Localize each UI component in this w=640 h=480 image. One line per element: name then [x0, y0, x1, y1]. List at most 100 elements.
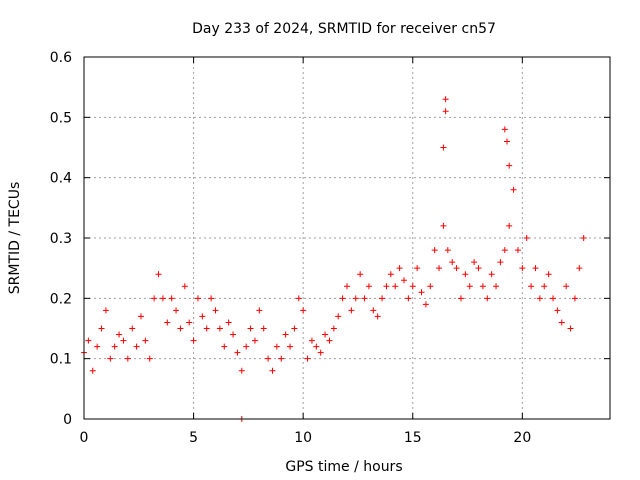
data-point	[357, 271, 364, 278]
data-point	[269, 367, 276, 374]
data-point	[466, 283, 473, 290]
data-point	[436, 265, 443, 272]
data-point	[497, 259, 504, 266]
data-point	[523, 235, 530, 241]
data-point	[536, 295, 543, 302]
data-point	[484, 295, 491, 302]
data-point	[243, 343, 250, 350]
data-point	[361, 295, 368, 302]
data-point	[260, 325, 267, 332]
data-point	[146, 355, 153, 362]
data-point	[256, 307, 263, 314]
data-point	[365, 283, 372, 290]
data-point	[580, 235, 587, 241]
x-tick-label: 10	[294, 430, 312, 446]
data-point	[400, 277, 407, 284]
data-point	[488, 271, 495, 278]
data-point	[326, 337, 333, 344]
y-tick-label: 0.1	[50, 352, 72, 368]
data-point	[317, 349, 324, 356]
data-point	[493, 283, 500, 290]
y-tick-label: 0	[63, 412, 72, 428]
data-point	[471, 259, 478, 266]
data-point	[295, 295, 302, 302]
data-point	[383, 283, 390, 290]
data-point	[422, 301, 429, 308]
data-point	[554, 307, 561, 314]
data-point	[558, 319, 565, 326]
data-point	[203, 325, 210, 332]
data-point	[501, 126, 508, 133]
data-point	[374, 313, 381, 320]
data-point	[186, 319, 193, 326]
data-point	[370, 307, 377, 314]
plot-frame	[83, 56, 611, 420]
data-point	[449, 259, 456, 266]
data-point	[442, 96, 449, 103]
data-point	[129, 325, 136, 332]
data-point	[339, 295, 346, 302]
x-tick-label: 5	[189, 430, 198, 446]
data-point	[168, 295, 175, 302]
data-point	[462, 271, 469, 278]
data-point	[567, 325, 574, 332]
y-tick-label: 0.4	[50, 171, 72, 187]
y-tick-label: 0.3	[50, 231, 72, 247]
data-point	[344, 283, 350, 290]
data-point	[418, 289, 425, 296]
data-point	[120, 337, 127, 344]
data-point	[387, 271, 394, 278]
data-point	[453, 265, 460, 272]
data-point	[124, 355, 131, 362]
data-point	[304, 355, 311, 362]
data-point	[199, 313, 206, 320]
data-point	[379, 295, 386, 302]
data-point	[291, 325, 298, 332]
chart-title: Day 233 of 2024, SRMTID for receiver cn5…	[192, 21, 496, 37]
tick-labels: 0 0.1 0.2 0.3 0.4 0.5 0.6 0 5 10 15 20	[50, 50, 532, 446]
data-point	[238, 367, 245, 374]
data-point	[190, 337, 197, 344]
data-point	[94, 343, 101, 350]
data-point	[442, 108, 449, 115]
data-point	[133, 343, 140, 350]
data-point	[102, 307, 109, 314]
y-tick-label: 0.6	[50, 50, 72, 66]
data-point	[330, 325, 337, 332]
data-point	[89, 367, 96, 374]
data-point	[541, 283, 548, 290]
y-axis-label: SRMTID / TECUs	[7, 182, 23, 295]
data-point	[212, 307, 219, 314]
data-point	[571, 295, 578, 302]
y-tick-label: 0.2	[50, 291, 72, 307]
data-point	[159, 295, 166, 302]
data-point	[116, 331, 123, 338]
x-axis-label: GPS time / hours	[285, 459, 402, 475]
data-point	[155, 271, 162, 278]
data-point	[409, 283, 416, 290]
data-point	[278, 355, 285, 362]
data-point	[98, 325, 105, 332]
data-point	[308, 337, 315, 344]
data-point	[528, 283, 535, 290]
data-point	[335, 313, 342, 320]
data-point	[313, 343, 320, 350]
data-point	[503, 138, 510, 145]
data-point	[265, 355, 272, 362]
data-points	[81, 96, 587, 422]
data-point	[514, 247, 521, 254]
x-tick-label: 0	[80, 430, 89, 446]
data-point	[414, 265, 421, 272]
data-point	[107, 355, 114, 362]
data-point	[137, 313, 144, 320]
data-point	[550, 295, 557, 302]
data-point	[247, 325, 254, 332]
data-point	[519, 265, 526, 272]
data-point	[563, 283, 570, 290]
data-point	[181, 283, 188, 290]
data-point	[532, 265, 539, 272]
data-point	[444, 247, 451, 254]
data-point	[282, 331, 289, 338]
data-point	[216, 325, 223, 332]
